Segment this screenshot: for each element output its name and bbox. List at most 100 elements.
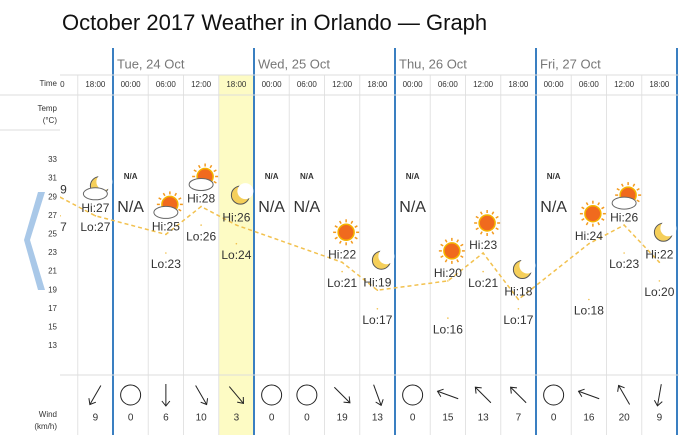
row-label: (°C) [43,116,58,125]
time-label: 18:00 [85,80,106,89]
moon-cut [660,220,677,237]
temp-tick: 33 [48,155,57,164]
hi-point [517,298,520,301]
wind-arrow [195,385,209,406]
na-small: N/A [300,172,314,181]
arrow-shaft [195,385,208,405]
hi-label: Hi:23 [469,238,497,252]
arrow-head [200,398,209,406]
time-label: 18:00 [367,80,388,89]
sun-ray [162,192,166,197]
na-small: N/A [124,172,138,181]
arrow-head [375,399,384,407]
sun-ray [334,236,338,240]
sun-ray [193,169,197,173]
sun-ray [636,199,640,203]
wind-value: 20 [619,413,631,424]
arrow-shaft [89,385,102,405]
wind-value: 9 [657,413,663,424]
temp-tick: 29 [48,192,57,201]
wind-calm [296,384,318,406]
lo-label: Lo:21 [327,276,357,290]
temp-tick: 31 [48,174,57,183]
lo-point [482,270,484,273]
temp-tick: 17 [48,304,57,313]
wind-value: 19 [337,413,349,424]
hi-label: Hi:26 [222,210,250,224]
day-label: Tue, 24 Oct [117,56,185,71]
hi-point [482,252,484,254]
time-label: 18:00 [649,80,670,89]
lo-point [235,242,238,245]
row-label: Time [40,79,58,88]
sun-ray [491,211,495,215]
day-label: Thu, 26 Oct [399,56,467,71]
temp-tick: 15 [48,323,57,332]
time-label: 00:00 [544,80,565,89]
na-big: N/A [294,199,321,216]
moon-cut [237,183,254,200]
hi-label: Hi:20 [434,266,462,280]
lo-point [341,270,343,273]
sun-ray [213,169,217,173]
sun-ray [354,236,358,240]
sun-ray [350,240,354,244]
hi-point [658,261,661,264]
time-label: 18:00 [226,80,247,89]
time-label: 06:00 [156,80,177,89]
wind-calm [120,384,142,406]
lo-point [94,215,97,217]
hi-label: Hi:18 [504,285,532,299]
row-label: Temp [37,104,57,113]
wind-arrow [333,386,351,404]
sun-ray [601,218,605,221]
lo-label: 27 [53,220,67,234]
lo-point [658,280,661,282]
lo-label: Lo:16 [433,322,463,336]
wind-calm [261,384,283,406]
sun-ray [620,183,624,187]
lo-label: Lo:17 [362,313,392,327]
lo-point [376,308,379,310]
wind-arrow [510,386,527,404]
time-label: 06:00 [579,80,600,89]
sun-ray [495,227,499,231]
wind-arrow [161,384,171,407]
hi-label: Hi:26 [610,210,638,224]
sun-ray [475,227,479,231]
prev-arrow[interactable] [24,192,45,290]
wind-value: 9 [93,413,99,424]
temp-tick: 23 [48,248,57,257]
time-label: 12:00 [473,80,494,89]
hi-label: Hi:24 [575,229,603,243]
lo-label: Lo:20 [644,285,674,299]
sun-ray [209,164,213,169]
wind-value: 6 [163,413,169,424]
arrow-shaft [373,384,382,406]
wind-value: 0 [304,413,310,424]
hi-point [235,224,238,226]
wind-calm [402,384,424,406]
sun-ray [597,202,601,206]
wind-arrow [577,388,600,400]
wind-arrow [436,388,459,400]
sun-ray [601,206,605,210]
sun-ray [581,206,585,210]
day-label: Wed, 25 Oct [258,56,330,71]
wind-arrow [653,384,663,407]
arrow-head [161,400,171,407]
arrow-head [343,396,351,404]
wind-value: 10 [196,413,208,424]
time-label: 12:00 [614,80,635,89]
lo-point [165,252,167,254]
arrow-head [653,399,663,407]
temp-tick: 19 [48,285,57,294]
sun-ray [636,187,640,191]
time-label: 00:00 [121,80,142,89]
hi-label: Hi:19 [363,275,391,289]
hi-point [376,289,379,292]
lo-point [200,224,202,226]
sun-ray [334,225,338,228]
na-small: N/A [406,172,420,181]
